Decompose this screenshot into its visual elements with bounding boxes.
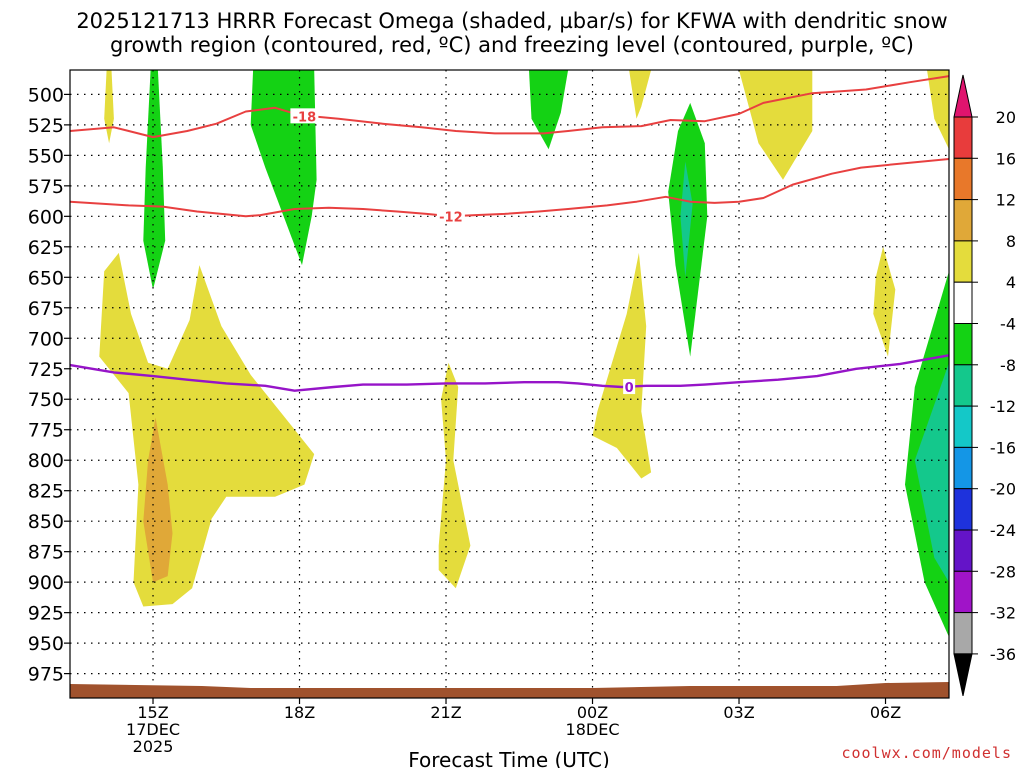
colorbar-bin-16-20 — [953, 116, 973, 159]
colorbar-bin--28--24 — [953, 529, 973, 572]
omega-region-yellow-01z — [592, 252, 652, 479]
omega-region-teal-07z-core — [914, 362, 949, 583]
x-tick-label-18Z: 18Z — [284, 703, 315, 722]
y-tick-label-850: 850 — [28, 511, 64, 533]
isotherm-label-bg--12 — [436, 208, 465, 224]
omega-region-yellow-01z-top — [629, 70, 652, 119]
colorbar-bin-4-8 — [953, 240, 973, 283]
plot-frame — [69, 69, 950, 699]
y-tick-label-525: 525 — [28, 115, 64, 137]
y-tick-label-575: 575 — [28, 176, 64, 198]
colorbar-label-4: 4 — [1006, 273, 1016, 292]
colorbar-bottom-arrow — [953, 653, 973, 697]
omega-region-yellow-07z-top — [927, 70, 949, 150]
x-axis-label: Forecast Time (UTC) — [408, 748, 610, 768]
colorbar-top-arrow — [953, 74, 973, 118]
pressure-axis: 500 525 550 575 600 625 650 675 700 725 750 775 800 8… — [28, 84, 70, 686]
colorbar-label--4: -4 — [1000, 315, 1016, 334]
y-tick-label-650: 650 — [28, 267, 64, 289]
y-tick-label-600: 600 — [28, 206, 64, 228]
chart-title-line-2: growth region (contoured, red, ºC) and f… — [110, 33, 914, 57]
isotherm-contours: -18 -12 0 — [69, 75, 950, 396]
colorbar: 20 16 12 8 4 -4 -8 -12 -16 -20 -24 -28 -32 -36 — [953, 74, 1016, 697]
y-tick-label-500: 500 — [28, 84, 64, 106]
x-tick-label-00Z: 00Z — [577, 703, 608, 722]
y-tick-label-625: 625 — [28, 237, 64, 259]
credit-watermark: coolwx.com/models — [841, 744, 1012, 762]
colorbar-bin--8--4 — [953, 323, 973, 366]
colorbar-label-20: 20 — [996, 108, 1016, 127]
omega-region-teal-02z-core — [680, 161, 693, 278]
isotherm-line-0 — [69, 354, 950, 392]
x-tick-label-18DEC: 18DEC — [566, 720, 620, 739]
terrain-band — [70, 682, 949, 698]
colorbar-label--24: -24 — [990, 521, 1016, 540]
colorbar-label-8: 8 — [1006, 232, 1016, 251]
y-tick-label-750: 750 — [28, 389, 64, 411]
x-tick-label-06Z: 06Z — [870, 703, 901, 722]
omega-region-yellow-14z — [104, 70, 114, 144]
colorbar-bin--32--28 — [953, 570, 973, 614]
isotherm-line--12 — [69, 158, 950, 218]
colorbar-bin-12-16 — [953, 157, 973, 201]
colorbar-bin--4-4 — [953, 281, 973, 325]
colorbar-label--16: -16 — [990, 438, 1016, 457]
colorbar-label--36: -36 — [990, 645, 1016, 664]
colorbar-label--32: -32 — [990, 604, 1016, 623]
y-tick-label-675: 675 — [28, 298, 64, 320]
y-tick-label-900: 900 — [28, 572, 64, 594]
isotherm-label-bg-0 — [623, 379, 636, 395]
isotherm-line--18 — [69, 75, 950, 139]
colorbar-label-12: 12 — [996, 191, 1016, 210]
chart-title-line-1: 2025121713 HRRR Forecast Omega (shaded, … — [76, 9, 948, 33]
y-tick-label-725: 725 — [28, 359, 64, 381]
y-tick-label-550: 550 — [28, 145, 64, 167]
colorbar-label--8: -8 — [1000, 356, 1016, 375]
omega-region-yellow-06z — [873, 246, 896, 357]
colorbar-bin-8-12 — [953, 199, 973, 242]
y-tick-label-950: 950 — [28, 633, 64, 655]
y-tick-label-800: 800 — [28, 450, 64, 472]
y-tick-label-775: 775 — [28, 420, 64, 442]
omega-region-green-15z-updraft — [143, 70, 166, 290]
y-tick-label-875: 875 — [28, 542, 64, 564]
colorbar-label-16: 16 — [996, 149, 1016, 168]
x-tick-label-2025: 2025 — [133, 737, 174, 756]
colorbar-bin--12--8 — [953, 364, 973, 407]
colorbar-label--28: -28 — [990, 562, 1016, 581]
colorbar-bin--20--16 — [953, 446, 973, 490]
colorbar-bin--16--12 — [953, 405, 973, 448]
colorbar-label--12: -12 — [990, 397, 1016, 416]
isotherm-label--18: -18 — [293, 110, 317, 125]
colorbar-label--20: -20 — [990, 480, 1016, 499]
y-tick-label-700: 700 — [28, 328, 64, 350]
x-tick-label-17DEC: 17DEC — [126, 720, 180, 739]
x-tick-label-21Z: 21Z — [430, 703, 461, 722]
omega-region-orange-15z-core — [143, 417, 173, 583]
colorbar-bin--24--20 — [953, 488, 973, 531]
isotherm-label-bg--18 — [290, 108, 319, 124]
omega-region-yellow-21z — [438, 362, 471, 589]
x-tick-label-15Z: 15Z — [137, 703, 168, 722]
isotherm-label--12: -12 — [439, 210, 463, 225]
x-tick-label-03Z: 03Z — [723, 703, 754, 722]
isotherm-label-0: 0 — [625, 381, 634, 396]
colorbar-bin--36--32 — [953, 612, 973, 655]
y-tick-label-825: 825 — [28, 481, 64, 503]
omega-region-green-22z-updraft — [529, 70, 569, 150]
y-tick-label-975: 975 — [28, 664, 64, 686]
terrain-ground — [70, 682, 949, 698]
y-tick-label-925: 925 — [28, 603, 64, 625]
